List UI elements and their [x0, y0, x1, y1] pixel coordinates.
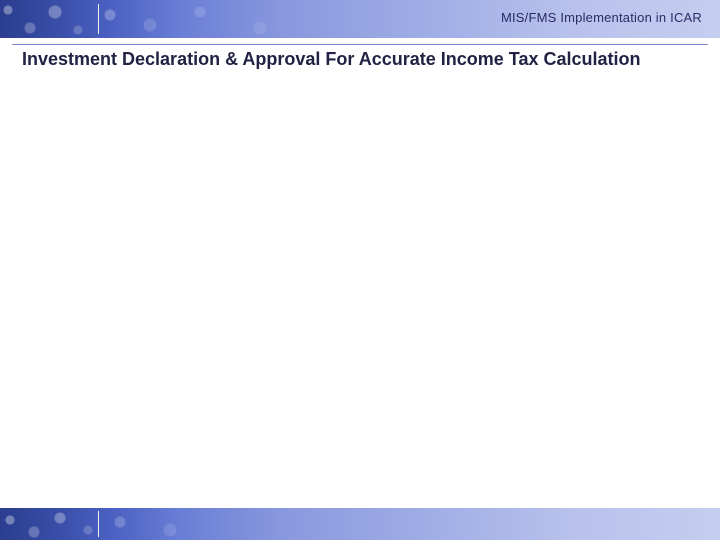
- header-band: MIS/FMS Implementation in ICAR: [0, 0, 720, 38]
- header-subtitle: MIS/FMS Implementation in ICAR: [501, 10, 702, 25]
- footer-band: [0, 508, 720, 540]
- header-rule: [12, 44, 708, 45]
- header-divider-line: [98, 4, 99, 34]
- page-title: Investment Declaration & Approval For Ac…: [22, 48, 700, 71]
- footer-divider-line: [98, 511, 99, 537]
